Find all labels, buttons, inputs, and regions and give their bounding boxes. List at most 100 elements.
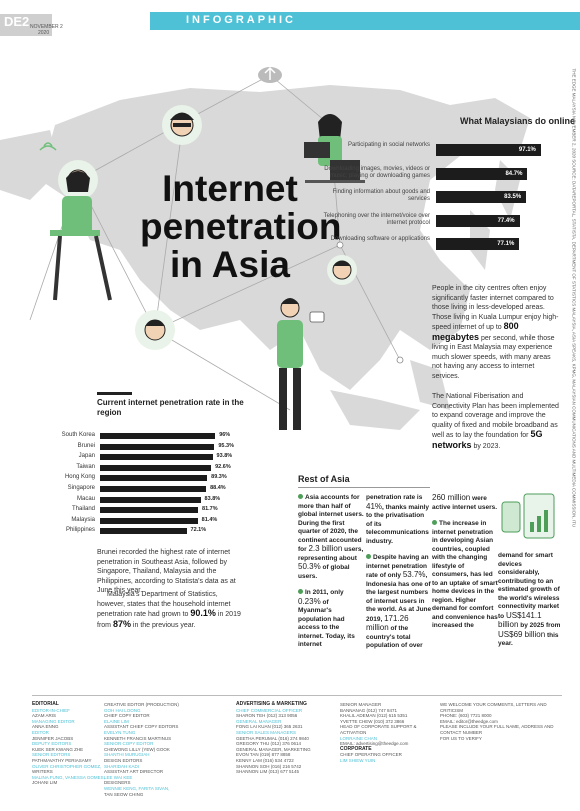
penetration-value: 96% — [219, 432, 231, 438]
bullet-icon — [298, 589, 303, 594]
country-label: Brunei — [77, 442, 95, 449]
smart-devices-icon — [501, 493, 555, 539]
online-item-bar — [436, 144, 541, 156]
footer-line: TAN SEOW CHING — [104, 791, 144, 797]
col-figure: 41% — [366, 501, 383, 511]
penetration-value: 89.3% — [211, 474, 227, 481]
footer-line: JOHANI LIM — [32, 780, 58, 786]
online-item-value: 77.1% — [497, 241, 515, 247]
online-chart-title: What Malaysians do online — [460, 116, 576, 126]
online-item-label: Downloading software or applications — [330, 236, 430, 242]
footer-line: GENERAL MANAGER — [236, 718, 282, 724]
country-label: Singapore — [67, 485, 95, 491]
footer-line: ASSISTANT ART DIRECTOR — [104, 769, 164, 775]
woman-laptop-illustration — [304, 114, 365, 183]
col-figure: US$141.1 billion — [498, 610, 542, 629]
footer-line: SHANNON SOH (016) 216 5742 — [236, 763, 302, 769]
penetration-bar — [100, 443, 215, 450]
man-glasses-illustration — [327, 255, 357, 285]
col-figure: 50.3% — [298, 562, 321, 571]
penetration-value: 72.1% — [190, 527, 207, 534]
rest-of-asia-col2: penetration rate is 41%, thanks mainly t… — [366, 494, 432, 651]
footer-line: GENERAL MANAGER, MARKETING — [236, 746, 311, 752]
footer-line: WENNIE KENG, FARITA SIVAN, — [104, 785, 170, 791]
country-label: South Korea — [61, 432, 95, 438]
penetration-bar — [100, 486, 207, 492]
speed-text-end: per second, while those living in East M… — [432, 334, 555, 380]
page-title: Internet penetration in Asia — [140, 170, 342, 284]
footer-line: SENIOR SALES MANAGERS — [236, 729, 297, 735]
footer-line: ADVERTISING & MARKETING — [236, 701, 307, 707]
penetration-bar — [100, 433, 216, 439]
col-text: Despite having an internet penetration r… — [366, 554, 429, 579]
bullet-icon — [432, 520, 437, 525]
divider — [298, 487, 430, 488]
country-label: Taiwan — [76, 463, 95, 470]
footer-line: GEETHA PERUMAL (016) 274 9840 — [236, 735, 309, 741]
person-headphones-illustration — [162, 105, 202, 145]
penetration-value: 93.8% — [216, 453, 233, 460]
footer-line: LORRAINE CHAN — [340, 735, 378, 741]
footer-line: HEAD OF CORPORATE SUPPORT & ACTIVATION — [340, 724, 417, 735]
penetration-bar — [100, 517, 198, 524]
speed-text: People in the city centres often enjoy s… — [432, 285, 559, 331]
footer-line: DESIGN EDITORS — [104, 757, 143, 763]
footer-line: DESIGNERS — [104, 780, 131, 786]
col-text: The increase in internet penetration in … — [432, 520, 498, 629]
penetration-bar — [100, 475, 208, 482]
country-label: Japan — [78, 453, 95, 460]
title-line: penetration — [140, 206, 342, 247]
online-item-bar — [436, 238, 520, 250]
col-text: of global users. — [298, 564, 350, 580]
footer-line: SENIOR MANAGER — [340, 702, 382, 707]
col-text: of Myanmar's population had access to th… — [298, 598, 355, 649]
footer-line: EVON TAN (019) 877 8858 — [236, 752, 291, 758]
footer-line: KUEK SER KWANG ZHE — [32, 746, 84, 752]
footer-line: FONG LAI KUAN (012) 365 2631 — [236, 724, 303, 730]
online-item-value: 77.4% — [497, 217, 515, 224]
col-text: this year. — [498, 631, 559, 648]
issue-date-line2: 2020 — [38, 30, 50, 36]
footer-column: EDITORIAL EDITOR-IN-CHIEF AZAM ARIS MANAGIN… — [32, 701, 130, 786]
footer-line: DEPUTY EDITORS — [32, 741, 72, 747]
online-item-label: Finding information about goods and serv… — [332, 189, 430, 202]
footer-line: MANAGING EDITOR — [32, 718, 75, 724]
malaysia-stats-paragraph: Malaysia's Department of Statistics, how… — [97, 590, 247, 630]
online-item-value: 97.1% — [518, 147, 536, 153]
footer-line: CORPORATE — [340, 745, 372, 752]
footer-line: OLIVER CHRISTOPHER GOMEZ, — [32, 763, 102, 769]
footer-line: SHANTHI MURUGIAH — [104, 752, 150, 758]
footer-line: EDITOR — [32, 729, 49, 735]
sources-text: THE EDGE MALAYSIA NOVEMBER 2, 2020 SOURC… — [571, 68, 577, 528]
standing-man-phone-illustration — [277, 298, 325, 430]
col-text: of the country's total population of ove… — [366, 625, 423, 649]
footer-line: CHEWONG LILLY (YEW) GOOK — [104, 746, 170, 752]
country-label: Macau — [76, 495, 95, 502]
col-figure: 171.26 million — [366, 613, 409, 632]
col-figure: 0.23% — [298, 596, 321, 606]
fiberisation-text: The National Fiberisation and Connectivi… — [432, 393, 559, 439]
country-label: Malaysia — [71, 516, 95, 523]
penetration-bar — [100, 454, 213, 461]
penetration-bar — [100, 464, 212, 471]
penetration-value: 95.3% — [218, 442, 234, 449]
country-label: Thailand — [71, 506, 95, 513]
penetration-value: 88.4% — [210, 485, 226, 491]
footer-line: EDITOR-IN-CHIEF — [32, 707, 70, 713]
footer-line: CREATIVE EDITOR (PRODUCTION) — [104, 702, 179, 707]
bullet-icon — [298, 494, 303, 499]
malaysia-text-end: in the previous year. — [132, 621, 196, 629]
footer-line: KHALIL ADEMAN (012) 615 5351 — [340, 713, 408, 719]
footer-line: SHARIDAH KADI — [104, 763, 140, 769]
footer-column: WE WELCOME YOUR COMMENTS, LETTERS AND CR… — [440, 702, 558, 741]
rest-of-asia-col1: Asia accounts for more than half of glob… — [298, 494, 364, 650]
footer-line: SENIOR COPY EDITOR — [104, 741, 154, 747]
footer-line: LIM SHIEW YUIN — [340, 757, 376, 763]
footer-line: SHANNON LIM (013) 677 5145 — [236, 769, 300, 775]
col-text: users, representing about — [298, 546, 364, 562]
online-item-bar — [436, 167, 528, 180]
rest-of-asia-col3: 260 million were active internet users. … — [432, 493, 498, 631]
footer-line: LEE WAI KEE — [104, 774, 133, 780]
footer-line: JENNIFER JACOBS — [32, 735, 74, 741]
rate-previous: 87% — [112, 618, 131, 629]
